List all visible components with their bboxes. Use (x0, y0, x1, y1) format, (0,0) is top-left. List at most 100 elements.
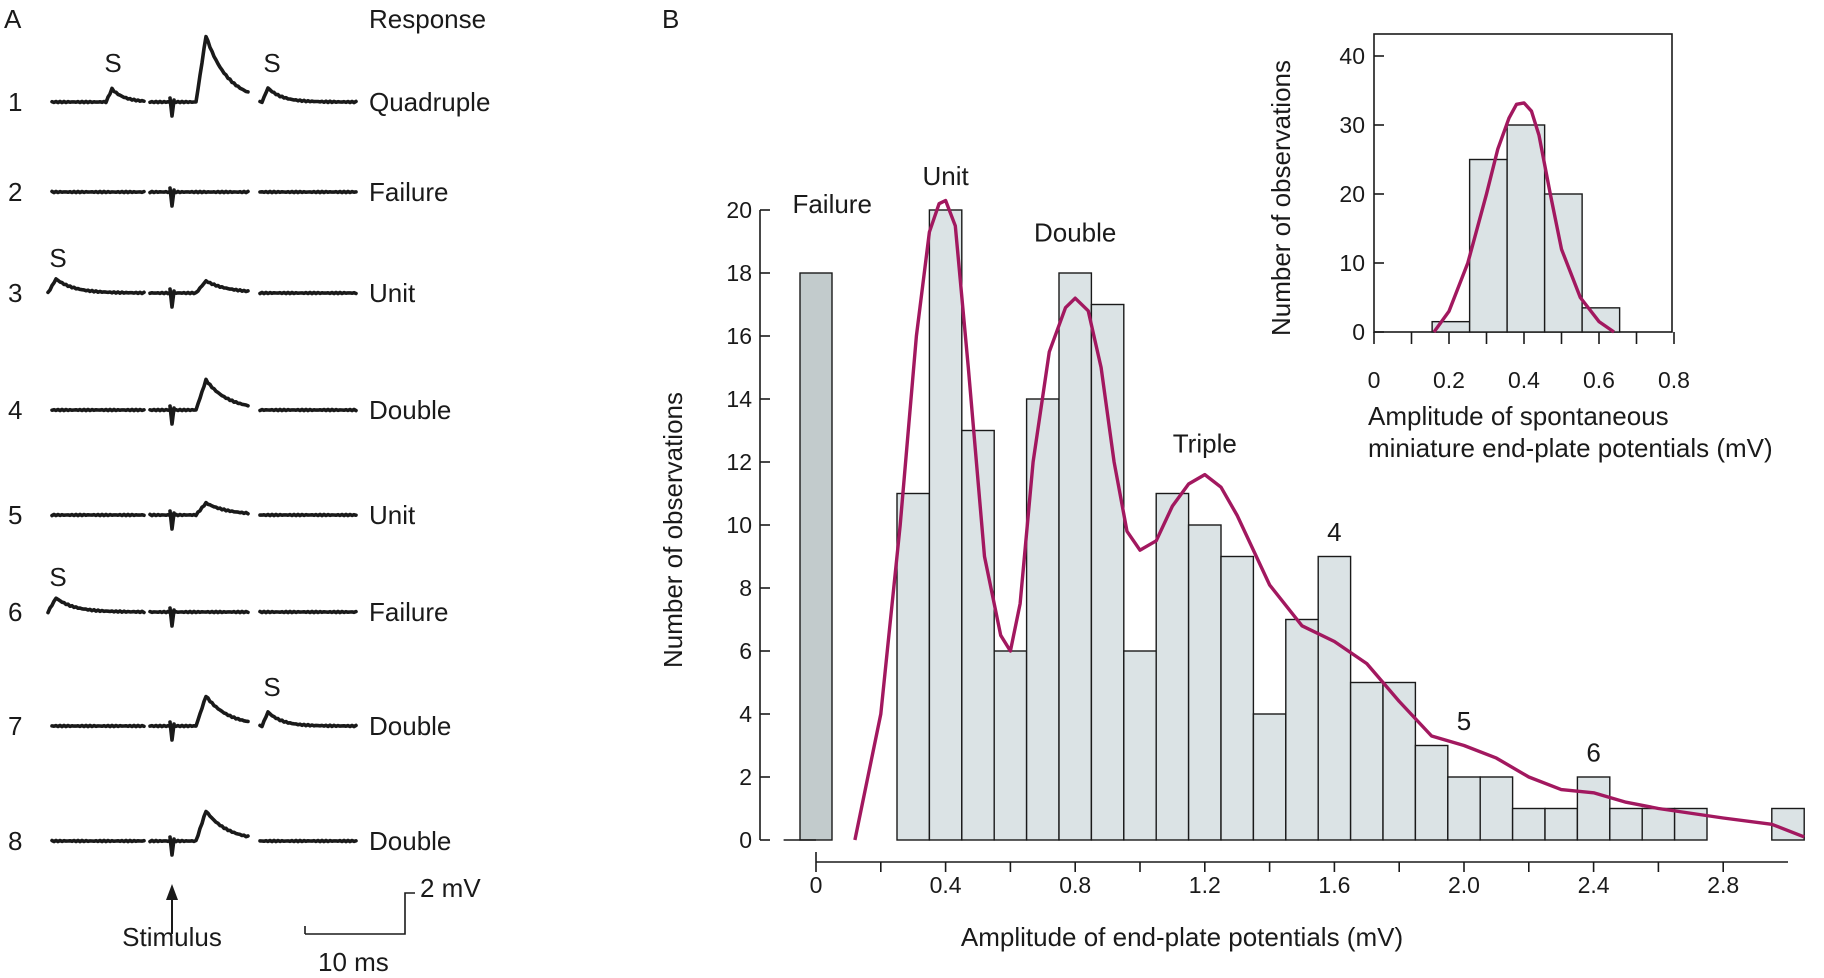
panel-b-label: B (662, 4, 679, 34)
trace-row-8: 8 Double (8, 809, 451, 857)
scale-bar: 2 mV 10 ms (304, 873, 481, 977)
trace-row-5: 5 Unit (8, 500, 416, 531)
panel-a-label: A (4, 4, 22, 34)
inset-y-tick-label: 0 (1352, 319, 1365, 345)
stimulus-artifact (168, 287, 176, 309)
scale-bar-lines (304, 892, 415, 935)
histogram-bar (1285, 618, 1319, 841)
y-tick-label: 2 (739, 764, 752, 790)
inset-histogram: 0 10 20 30 40 0 0.2 0.4 0.6 0.8 Amplitude of spon… (1266, 33, 1773, 463)
inset-y-tick-label: 20 (1339, 181, 1365, 207)
trace-segment (50, 838, 146, 844)
y-tick-label: 8 (739, 575, 752, 601)
trial-number: 8 (8, 826, 22, 856)
trace-segment (258, 189, 358, 195)
histogram-bar (896, 492, 931, 841)
inset-x-tick-label: 0.2 (1433, 367, 1465, 393)
trial-number: 6 (8, 597, 22, 627)
spontaneous-label: S (263, 48, 280, 78)
trace-segment (258, 407, 358, 413)
main-x-axis-label: Amplitude of end-plate potentials (mV) (961, 922, 1403, 952)
x-tick-label: 0 (810, 872, 823, 898)
histogram-bar (1317, 555, 1352, 841)
curve-annotation: Failure (792, 189, 871, 219)
stimulus-artifact (168, 186, 176, 208)
inset-y-tick-label: 30 (1339, 112, 1365, 138)
trace-segment (50, 512, 146, 518)
inset-histogram-bar (1543, 193, 1583, 333)
curve-annotation: 5 (1457, 706, 1471, 736)
panel-b-histogram: B 0 2 4 6 8 10 12 14 16 18 20 0 0.4 0.8 1.2 1.6 2.0 2.4 2.… (658, 4, 1805, 952)
x-tick-label: 2.8 (1707, 872, 1739, 898)
trace-segment (258, 290, 358, 296)
inset-x-tick-label: 0.8 (1658, 367, 1690, 393)
trace-segment (50, 86, 146, 105)
trace-segment (148, 34, 250, 105)
stimulus-marker: Stimulus (122, 884, 222, 952)
inset-fit-curve (1432, 101, 1615, 334)
inset-axes: 0 10 20 30 40 0 0.2 0.4 0.6 0.8 (1339, 43, 1690, 393)
inset-y-tick-label: 40 (1339, 43, 1365, 69)
spontaneous-label: S (49, 243, 66, 273)
trace-row-3: 3 Unit S (8, 243, 416, 309)
stimulus-artifact (168, 404, 176, 426)
y-tick-label: 6 (739, 638, 752, 664)
trial-number: 4 (8, 395, 22, 425)
y-tick-label: 16 (726, 323, 752, 349)
y-tick-label: 4 (739, 701, 752, 727)
main-annotations: Failure Unit Double Triple 4 5 6 (792, 161, 1600, 767)
trial-response: Quadruple (369, 87, 490, 117)
inset-x-tick-label: 0 (1368, 367, 1381, 393)
trial-number: 3 (8, 278, 22, 308)
histogram-bar (1479, 776, 1514, 841)
inset-x-axis-label-line-2: miniature end-plate potentials (mV) (1368, 433, 1773, 463)
scale-voltage-label: 2 mV (420, 873, 481, 903)
histogram-bar (1609, 807, 1643, 841)
spontaneous-label: S (49, 562, 66, 592)
trace-segment (258, 838, 358, 844)
x-tick-label: 2.4 (1578, 872, 1610, 898)
stimulus-artifact (168, 606, 176, 628)
trace-segment (46, 277, 146, 296)
spontaneous-label: S (104, 48, 121, 78)
histogram-bar (1220, 555, 1255, 841)
stimulus-label: Stimulus (122, 922, 222, 952)
histogram-bar (1576, 776, 1611, 841)
trial-response: Double (369, 826, 451, 856)
trace-segment (148, 809, 250, 844)
x-tick-label: 1.2 (1189, 872, 1221, 898)
curve-annotation: 4 (1327, 517, 1341, 547)
trace-segment (148, 609, 250, 615)
trace-segment (148, 189, 250, 195)
main-fit-curve (853, 198, 1805, 841)
trial-number: 2 (8, 177, 22, 207)
trace-segment (148, 279, 250, 296)
histogram-bar (1155, 492, 1190, 841)
inset-y-tick-label: 10 (1339, 250, 1365, 276)
inset-histogram-bar (1506, 124, 1546, 333)
trace-segment (258, 710, 358, 729)
y-tick-label: 18 (726, 260, 752, 286)
trace-segment (258, 609, 358, 615)
histogram-bar (1123, 650, 1157, 841)
trace-segment (258, 512, 358, 518)
trial-response: Failure (369, 597, 448, 627)
stimulus-artifact (168, 509, 176, 531)
inset-histogram-bar (1581, 307, 1621, 333)
histogram-bar (1447, 776, 1481, 841)
histogram-bar (928, 209, 963, 841)
inset-x-tick-label: 0.6 (1583, 367, 1615, 393)
spontaneous-label: S (263, 672, 280, 702)
trial-number: 5 (8, 500, 22, 530)
trace-row-4: 4 Double (8, 377, 451, 426)
scale-time-label: 10 ms (318, 947, 389, 977)
curve-annotation: 6 (1586, 737, 1600, 767)
curve-annotation: Triple (1173, 429, 1237, 459)
y-tick-label: 14 (726, 386, 752, 412)
trace-segment (46, 596, 146, 615)
inset-y-axis-label: Number of observations (1266, 60, 1296, 336)
panel-a: A Response 1 Quadruple S S 2 Failure 3 Unit S 4 Do… (4, 4, 490, 977)
histogram-bar (1382, 681, 1417, 841)
trace-segment (148, 500, 250, 518)
